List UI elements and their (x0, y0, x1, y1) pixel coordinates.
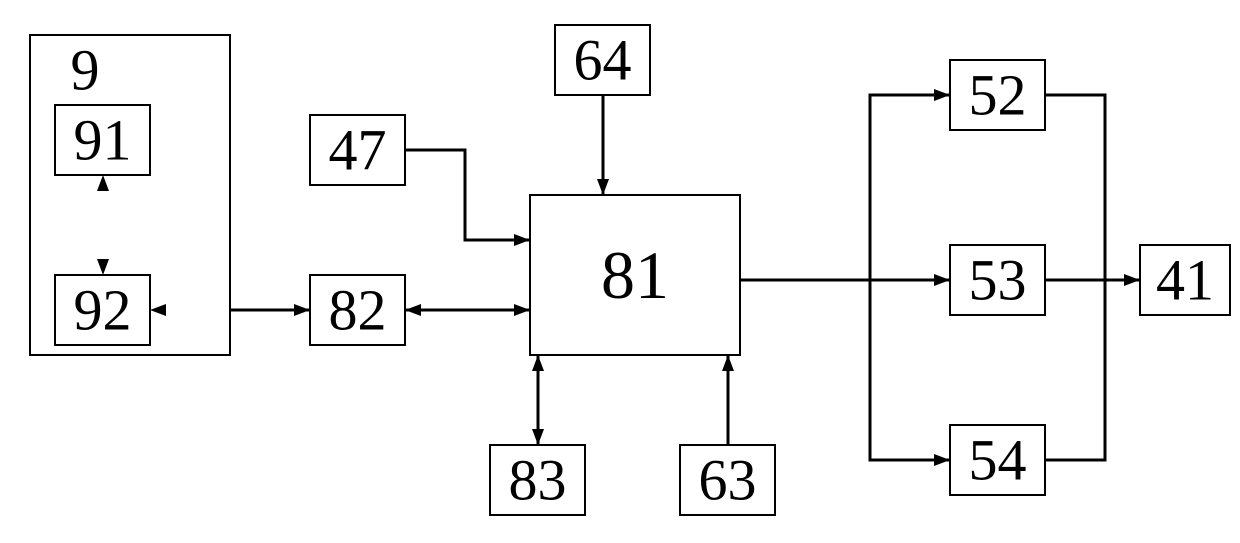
node-label: 92 (74, 278, 132, 343)
node-label: 82 (329, 278, 387, 343)
arrowhead (294, 304, 310, 316)
arrowhead (722, 355, 734, 371)
arrowhead (1124, 274, 1140, 286)
node-n92: 92 (55, 275, 150, 345)
node-label: 9 (71, 38, 100, 103)
node-label: 81 (601, 237, 669, 313)
node-label: 47 (329, 118, 387, 183)
node-n54: 54 (950, 425, 1045, 495)
node-n52: 52 (950, 60, 1045, 130)
edge (740, 280, 950, 460)
arrowhead (514, 304, 530, 316)
node-n81: 81 (530, 195, 740, 355)
arrowhead (532, 429, 544, 445)
arrowhead (934, 454, 950, 466)
node-n83: 83 (490, 445, 585, 515)
node-n47: 47 (310, 115, 405, 185)
arrowhead (934, 274, 950, 286)
arrowhead (405, 304, 421, 316)
node-label: 41 (1156, 248, 1214, 313)
boxes-group: 991 92 82 47 64 81 83 63 52 53 54 41 (30, 25, 1230, 515)
node-label: 53 (969, 248, 1027, 313)
node-n53: 53 (950, 245, 1045, 315)
arrowhead (514, 234, 530, 246)
node-n82: 82 (310, 275, 405, 345)
edge (740, 95, 950, 280)
arrowhead (934, 89, 950, 101)
edge (1045, 280, 1105, 460)
node-label: 52 (969, 63, 1027, 128)
node-n41: 41 (1140, 245, 1230, 315)
arrowhead (597, 179, 609, 195)
node-label: 83 (509, 448, 567, 513)
arrowhead (532, 355, 544, 371)
edge (405, 150, 530, 240)
node-n64: 64 (555, 25, 650, 95)
node-label: 63 (699, 448, 757, 513)
node-label: 64 (574, 28, 632, 93)
block-diagram: 991 92 82 47 64 81 83 63 52 53 54 41 (0, 0, 1240, 543)
node-label: 91 (74, 108, 132, 173)
node-n91: 91 (55, 105, 150, 175)
node-label: 54 (969, 428, 1027, 493)
node-n63: 63 (680, 445, 775, 515)
edge (1045, 95, 1105, 280)
